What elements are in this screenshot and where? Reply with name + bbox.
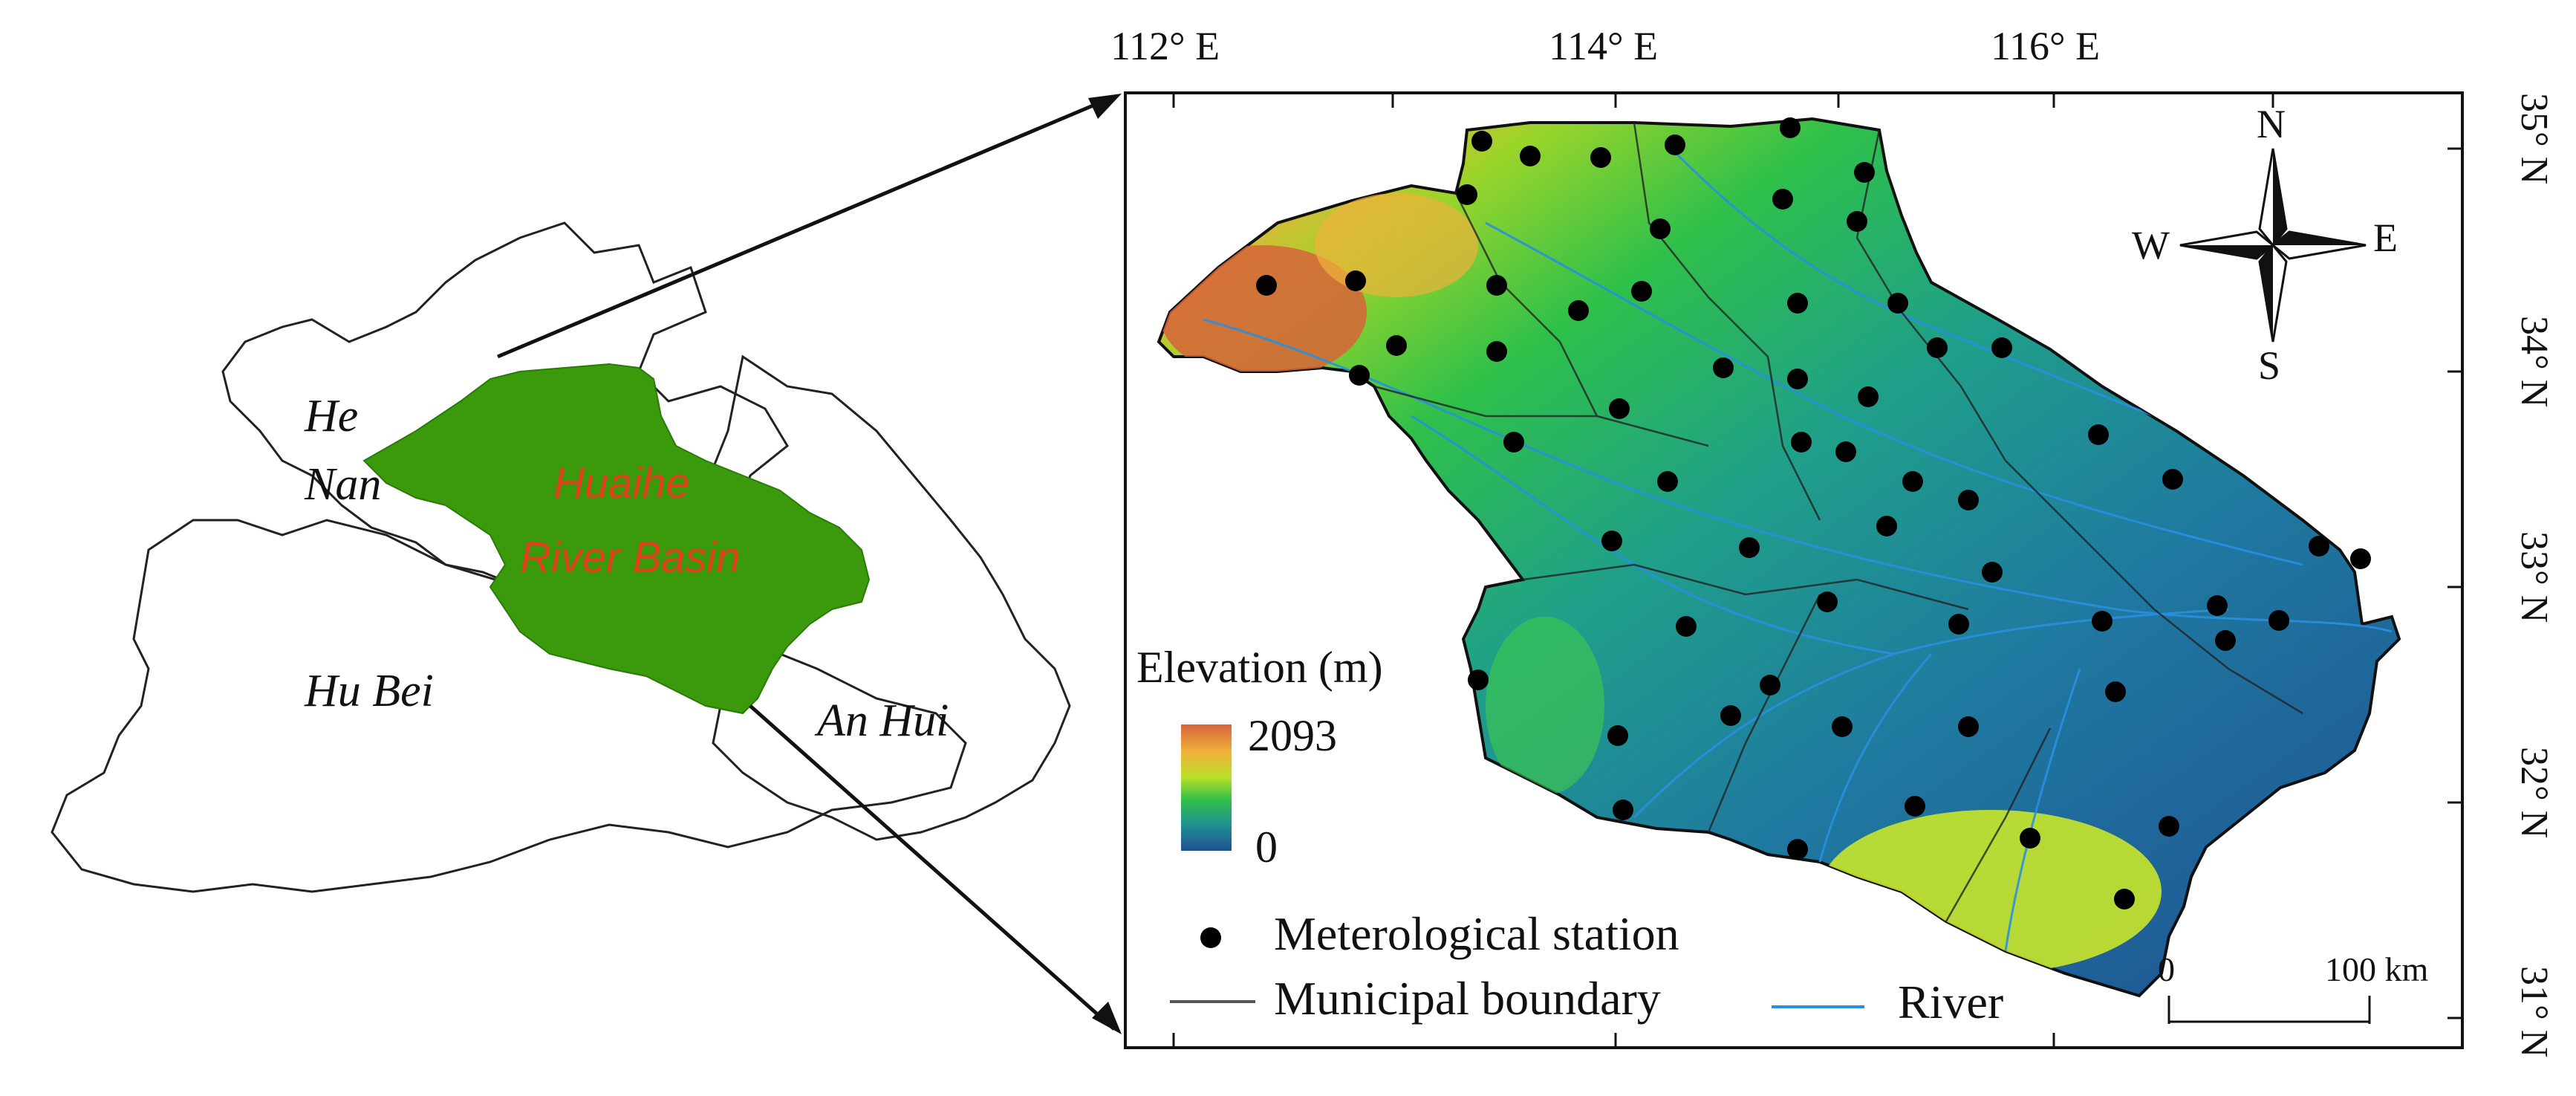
legend-station-label: Meterological station: [1274, 907, 1679, 960]
label-an-hui: An Hui: [814, 695, 949, 746]
lat-label-32: 32° N: [2513, 747, 2555, 838]
label-nan: Nan: [304, 459, 381, 510]
legend-station-symbol: [1200, 927, 1221, 948]
main-map: 112° E 114° E 116° E 35° N 34° N 33° N 3…: [1110, 24, 2555, 1057]
scale-bar-end: 100 km: [2325, 950, 2429, 988]
zoom-arrow-bottom-head: [1092, 1002, 1122, 1034]
locator-map: He Nan Hu Bei An Hui Huaihe River Basin: [51, 94, 1122, 1034]
latitude-ticks: [2447, 147, 2462, 1019]
lon-label-112: 112° E: [1110, 24, 1220, 68]
basin-elevation: [1157, 117, 2401, 998]
label-he: He: [304, 391, 358, 441]
hubei-outline: [51, 519, 967, 893]
longitude-ticks: [1172, 93, 2274, 1048]
compass-rose: [2179, 148, 2367, 343]
basin-locator-shape: [362, 363, 871, 715]
municipal-boundaries: [1373, 122, 2303, 922]
compass-north: N: [2257, 102, 2286, 146]
scale-bar: [2167, 996, 2371, 1024]
zoom-arrow-top-head: [1088, 94, 1122, 119]
elevation-max-label: 2093: [1248, 711, 1337, 760]
compass-west: W: [2132, 223, 2170, 267]
compass-east: E: [2373, 215, 2398, 260]
lat-label-34: 34° N: [2513, 316, 2555, 407]
scale-bar-start: 0: [2158, 950, 2175, 988]
basin-label-line2: River Basin: [520, 534, 741, 582]
lat-label-35: 35° N: [2513, 93, 2555, 184]
lat-label-33: 33° N: [2513, 531, 2555, 623]
legend-river-label: River: [1898, 976, 2003, 1028]
elevation-ramp: [1181, 724, 1232, 851]
lon-label-116: 116° E: [1991, 24, 2100, 68]
lat-label-31: 31° N: [2513, 966, 2555, 1057]
label-hu-bei: Hu Bei: [304, 666, 434, 716]
compass-south: S: [2258, 343, 2280, 388]
basin-label-line1: Huaihe: [553, 459, 690, 508]
zoom-arrow-top: [497, 94, 1115, 359]
legend-boundary-label: Municipal boundary: [1274, 972, 1661, 1025]
elevation-min-label: 0: [1255, 823, 1278, 872]
meteorological-stations: [1256, 117, 2371, 909]
lon-label-114: 114° E: [1549, 24, 1658, 68]
elevation-legend-title: Elevation (m): [1136, 643, 1383, 692]
zoom-arrow-bottom: [749, 704, 1116, 1031]
